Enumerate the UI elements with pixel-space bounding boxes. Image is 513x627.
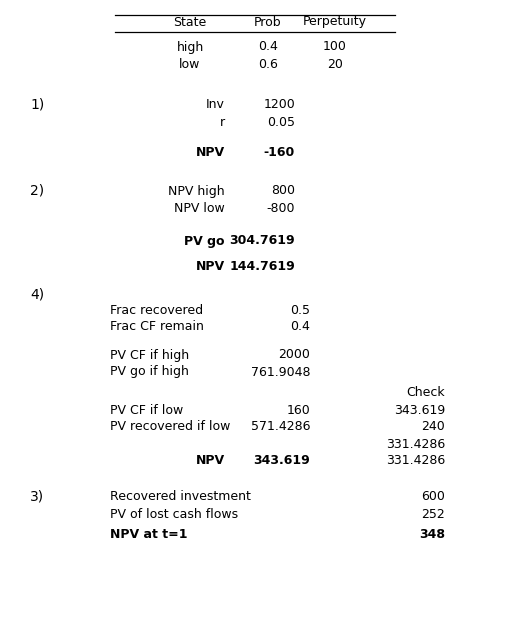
Text: 600: 600: [421, 490, 445, 502]
Text: 304.7619: 304.7619: [229, 234, 295, 248]
Text: 100: 100: [323, 41, 347, 53]
Text: high: high: [176, 41, 204, 53]
Text: 761.9048: 761.9048: [250, 366, 310, 379]
Text: Frac recovered: Frac recovered: [110, 303, 203, 317]
Text: 0.4: 0.4: [258, 41, 278, 53]
Text: 343.619: 343.619: [394, 404, 445, 416]
Text: 343.619: 343.619: [253, 455, 310, 468]
Text: 800: 800: [271, 184, 295, 198]
Text: 20: 20: [327, 58, 343, 71]
Text: 1200: 1200: [263, 98, 295, 112]
Text: 2): 2): [30, 184, 44, 198]
Text: -800: -800: [266, 203, 295, 216]
Text: 331.4286: 331.4286: [386, 438, 445, 451]
Text: r: r: [220, 117, 225, 130]
Text: 571.4286: 571.4286: [250, 421, 310, 433]
Text: PV CF if low: PV CF if low: [110, 404, 183, 416]
Text: NPV: NPV: [196, 260, 225, 273]
Text: 160: 160: [286, 404, 310, 416]
Text: -160: -160: [264, 147, 295, 159]
Text: NPV: NPV: [196, 147, 225, 159]
Text: Check: Check: [406, 386, 445, 399]
Text: 348: 348: [419, 527, 445, 540]
Text: Frac CF remain: Frac CF remain: [110, 320, 204, 334]
Text: 4): 4): [30, 287, 44, 301]
Text: PV of lost cash flows: PV of lost cash flows: [110, 507, 238, 520]
Text: Inv: Inv: [206, 98, 225, 112]
Text: 3): 3): [30, 489, 44, 503]
Text: 0.5: 0.5: [290, 303, 310, 317]
Text: 252: 252: [421, 507, 445, 520]
Text: 331.4286: 331.4286: [386, 455, 445, 468]
Text: NPV at t=1: NPV at t=1: [110, 527, 187, 540]
Text: 144.7619: 144.7619: [229, 260, 295, 273]
Text: low: low: [180, 58, 201, 71]
Text: PV recovered if low: PV recovered if low: [110, 421, 230, 433]
Text: NPV low: NPV low: [174, 203, 225, 216]
Text: Perpetuity: Perpetuity: [303, 16, 367, 28]
Text: PV go if high: PV go if high: [110, 366, 189, 379]
Text: 240: 240: [421, 421, 445, 433]
Text: 1): 1): [30, 98, 44, 112]
Text: 0.05: 0.05: [267, 117, 295, 130]
Text: NPV high: NPV high: [168, 184, 225, 198]
Text: Prob: Prob: [254, 16, 282, 28]
Text: PV go: PV go: [185, 234, 225, 248]
Text: Recovered investment: Recovered investment: [110, 490, 251, 502]
Text: PV CF if high: PV CF if high: [110, 349, 189, 362]
Text: 2000: 2000: [278, 349, 310, 362]
Text: NPV: NPV: [196, 455, 225, 468]
Text: State: State: [173, 16, 207, 28]
Text: 0.4: 0.4: [290, 320, 310, 334]
Text: 0.6: 0.6: [258, 58, 278, 71]
